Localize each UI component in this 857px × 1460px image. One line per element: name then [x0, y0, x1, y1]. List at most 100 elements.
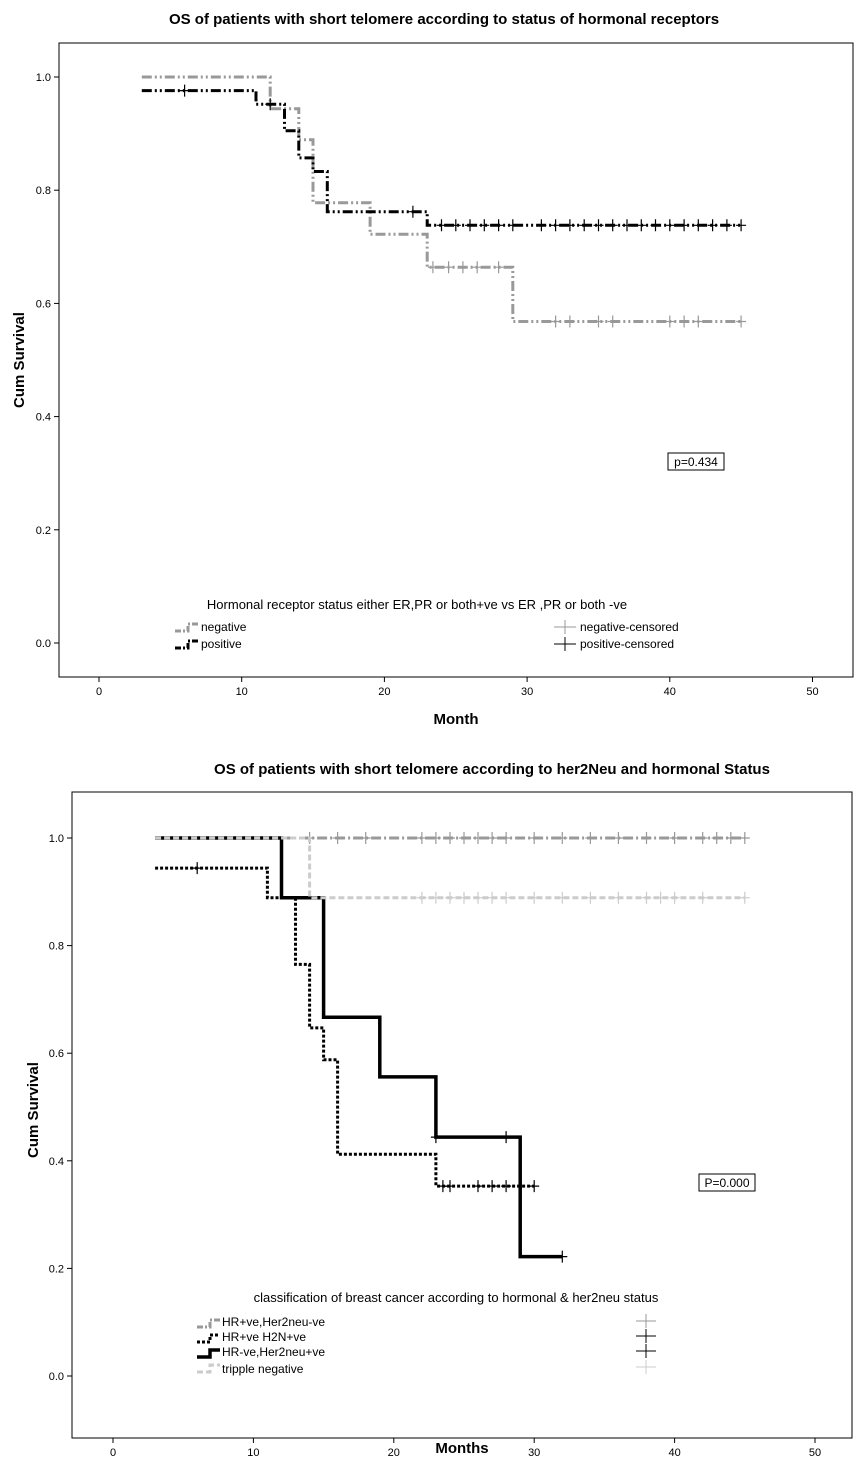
censor-mark: [641, 891, 652, 904]
legend-censor-mark-triple-negative: [636, 1360, 656, 1374]
survival-curve-3: [155, 836, 745, 900]
censor-mark: [557, 1250, 568, 1263]
legend-label-positive: positive: [201, 637, 242, 651]
y-tick-label: 0.4: [49, 1156, 64, 1168]
p-value-box: [698, 1173, 756, 1192]
x-axis-ticks: 0 10 20 30 40 50: [96, 677, 819, 698]
y-axis-label: Cum Survival: [25, 1062, 42, 1158]
censor-mark: [529, 891, 540, 904]
censor-mark: [679, 219, 690, 232]
censor-mark: [697, 891, 708, 904]
censor-mark: [179, 84, 190, 97]
censor-mark: [721, 219, 732, 232]
censor-mark: [443, 261, 454, 274]
x-tick-label: 0: [110, 1447, 116, 1459]
legend-swatch-positive: [175, 639, 198, 650]
y-axis-ticks: 0.0 0.2 0.4 0.6 0.8 1.0: [49, 833, 72, 1383]
censor-mark: [416, 832, 427, 844]
censor-mark: [427, 261, 438, 274]
legend-item-hr-pos-h2n-pos: HR+ve H2N+ve: [197, 1329, 656, 1344]
y-tick-label: 1.0: [49, 833, 64, 845]
censor-mark: [472, 261, 483, 274]
censor-mark: [550, 315, 561, 328]
censor-mark: [707, 219, 718, 232]
censor-mark: [655, 891, 666, 904]
y-tick-label: 0.6: [36, 298, 51, 310]
censor-mark: [693, 219, 704, 232]
legend-swatch-negative: [175, 622, 198, 633]
censor-mark: [479, 219, 490, 232]
censor-mark: [487, 832, 498, 844]
censor-mark: [613, 832, 624, 844]
survival-curve-1: [141, 89, 742, 227]
censor-mark: [265, 98, 276, 111]
legend-censor-mark-hr-pos-h2n-pos: [636, 1329, 656, 1343]
censor-mark: [622, 219, 632, 232]
legend-label-hr-neg-her2-pos: HR-ve,Her2neu+ve: [222, 1345, 325, 1359]
x-tick-label: 10: [236, 686, 248, 698]
censor-mark: [607, 219, 618, 232]
censor-mark: [607, 315, 618, 328]
p-value-annotation: P=0.000: [704, 1176, 749, 1190]
y-axis-label: Cum Survival: [11, 312, 28, 408]
censor-mark: [445, 891, 455, 904]
censor-mark: [579, 219, 590, 232]
censor-mark: [473, 891, 483, 904]
x-tick-label: 50: [806, 686, 818, 698]
legend-item-hr-neg-her2-pos: HR-ve,Her2neu+ve: [197, 1344, 656, 1359]
censor-mark: [613, 891, 624, 904]
censor-mark: [564, 219, 575, 232]
p-value-box: [667, 452, 725, 471]
censor-mark: [736, 219, 747, 232]
censor-mark: [445, 832, 455, 844]
legend-label-negative-censored: negative-censored: [580, 620, 679, 634]
p-value-annotation: p=0.434: [674, 455, 718, 469]
x-tick-label: 50: [809, 1447, 821, 1459]
survival-curve-2: [155, 836, 563, 1259]
x-axis-label: Month: [434, 711, 479, 728]
y-tick-label: 0.0: [36, 638, 51, 650]
chart-title: OS of patients with short telomere accor…: [169, 11, 719, 28]
legend-title: classification of breast cancer accordin…: [254, 1290, 659, 1305]
censor-mark: [501, 1131, 512, 1144]
censor-mark: [473, 832, 483, 844]
censor-mark: [459, 832, 469, 844]
censor-mark: [664, 315, 675, 328]
y-tick-label: 0.6: [49, 1048, 64, 1060]
chart-hormonal-receptors: OS of patients with short telomere accor…: [11, 11, 854, 728]
censor-mark: [585, 891, 596, 904]
censor-mark: [669, 832, 680, 844]
legend-item-negative-censored: negative-censored: [554, 620, 679, 634]
censor-mark: [641, 832, 652, 844]
censor-mark: [465, 219, 475, 232]
censor-mark: [450, 219, 461, 232]
y-tick-label: 0.0: [49, 1371, 64, 1383]
censor-mark: [493, 219, 504, 232]
survival-curves: [141, 75, 747, 328]
survival-curve-0: [141, 75, 742, 323]
legend-censor-mark-hr-pos-her2-neg: [636, 1314, 656, 1328]
censor-mark: [493, 261, 504, 274]
legend-swatch-hr-pos-h2n-pos: [197, 1333, 220, 1344]
censor-mark: [711, 832, 722, 844]
legend-swatch-hr-pos-her2-neg: [197, 1318, 220, 1329]
legend-censor-mark-negative: [554, 620, 576, 634]
legend-label-hr-pos-her2-neg: HR+ve,Her2neu-ve: [222, 1315, 325, 1329]
x-tick-label: 30: [521, 686, 533, 698]
censor-mark: [332, 832, 343, 844]
censor-mark: [736, 315, 747, 328]
x-tick-label: 20: [388, 1447, 400, 1459]
censor-mark: [739, 832, 750, 844]
censor-mark: [487, 1180, 498, 1193]
censor-mark: [436, 219, 447, 232]
censor-mark: [529, 1180, 540, 1193]
chart-title: OS of patients with short telomere accor…: [214, 761, 770, 778]
censor-mark: [697, 832, 708, 844]
censor-mark: [679, 315, 690, 328]
censor-mark: [593, 219, 604, 232]
legend-item-positive: positive: [175, 637, 242, 651]
censor-mark: [557, 832, 568, 844]
legend-item-hr-pos-her2-neg: HR+ve,Her2neu-ve: [197, 1314, 656, 1329]
censor-mark: [664, 219, 675, 232]
censor-mark: [550, 219, 561, 232]
